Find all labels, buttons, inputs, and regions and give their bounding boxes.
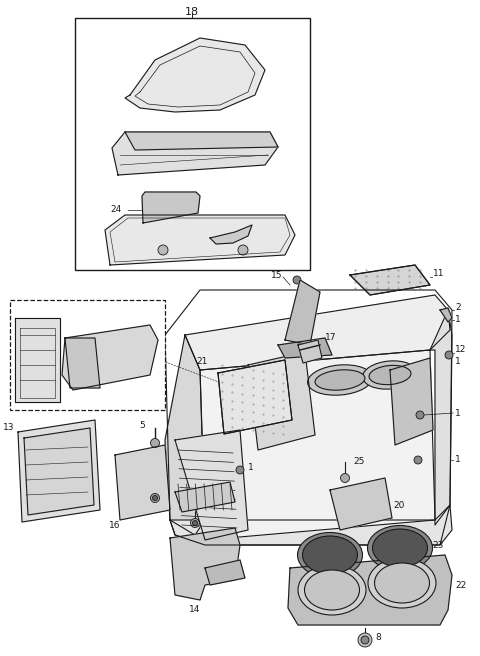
Text: 13: 13 — [14, 308, 25, 316]
Text: 11: 11 — [433, 268, 444, 277]
Polygon shape — [142, 192, 200, 223]
Text: 14: 14 — [189, 605, 201, 615]
Polygon shape — [125, 38, 265, 112]
Bar — [10, 300, 165, 410]
Ellipse shape — [369, 365, 411, 384]
Text: 1: 1 — [455, 358, 461, 367]
Text: 1: 1 — [455, 455, 461, 464]
Text: 24: 24 — [111, 205, 122, 215]
Circle shape — [358, 633, 372, 647]
Text: 1: 1 — [248, 464, 254, 472]
Polygon shape — [125, 132, 278, 150]
Text: 10: 10 — [95, 401, 107, 409]
Text: 1: 1 — [455, 409, 461, 417]
Polygon shape — [278, 338, 332, 358]
Polygon shape — [285, 280, 320, 345]
Polygon shape — [170, 528, 240, 600]
Circle shape — [361, 636, 369, 644]
Polygon shape — [390, 358, 433, 445]
Text: 15: 15 — [271, 270, 282, 279]
Text: 22: 22 — [455, 581, 466, 590]
Circle shape — [151, 438, 159, 447]
Ellipse shape — [302, 536, 358, 574]
Circle shape — [238, 245, 248, 255]
Polygon shape — [200, 350, 435, 540]
Circle shape — [416, 411, 424, 419]
Ellipse shape — [308, 365, 372, 395]
Polygon shape — [165, 335, 205, 535]
Ellipse shape — [362, 361, 418, 389]
Circle shape — [125, 316, 134, 325]
Polygon shape — [350, 265, 430, 295]
Polygon shape — [210, 225, 252, 244]
Polygon shape — [105, 215, 295, 265]
Text: 19: 19 — [258, 236, 269, 245]
Polygon shape — [440, 308, 452, 322]
Text: 1: 1 — [124, 230, 130, 239]
Circle shape — [293, 276, 301, 284]
Polygon shape — [288, 555, 452, 625]
Circle shape — [158, 245, 168, 255]
Ellipse shape — [298, 565, 366, 615]
Polygon shape — [18, 420, 100, 522]
Polygon shape — [298, 340, 322, 363]
Text: 7: 7 — [124, 241, 130, 251]
Polygon shape — [185, 295, 450, 370]
Text: 5: 5 — [139, 420, 145, 430]
Text: 3: 3 — [136, 485, 142, 493]
Text: 4: 4 — [258, 222, 264, 232]
Circle shape — [192, 520, 197, 525]
Circle shape — [151, 493, 159, 502]
Polygon shape — [170, 505, 452, 545]
Polygon shape — [175, 430, 248, 540]
Text: 6: 6 — [205, 516, 211, 525]
Ellipse shape — [368, 525, 432, 571]
Polygon shape — [24, 428, 94, 515]
Text: 2: 2 — [455, 304, 461, 312]
Bar — [75, 18, 310, 270]
Text: 23: 23 — [432, 541, 444, 550]
Circle shape — [414, 456, 422, 464]
Ellipse shape — [315, 370, 365, 390]
Text: 12: 12 — [455, 346, 467, 354]
Polygon shape — [330, 478, 392, 530]
Polygon shape — [62, 325, 158, 390]
Circle shape — [153, 495, 157, 501]
Polygon shape — [430, 310, 452, 525]
Circle shape — [236, 466, 244, 474]
Polygon shape — [115, 445, 170, 520]
Circle shape — [340, 474, 349, 483]
Text: (W/DRINK HOLDER): (W/DRINK HOLDER) — [14, 304, 89, 312]
Ellipse shape — [298, 533, 362, 577]
Polygon shape — [65, 338, 100, 388]
Circle shape — [191, 518, 200, 527]
Polygon shape — [205, 560, 245, 585]
Text: 8: 8 — [375, 634, 381, 642]
Text: 16: 16 — [109, 520, 121, 529]
Text: 1: 1 — [455, 316, 461, 325]
Text: 13: 13 — [2, 422, 14, 432]
Ellipse shape — [304, 570, 360, 610]
Text: 9: 9 — [238, 487, 244, 497]
Polygon shape — [175, 482, 235, 512]
Ellipse shape — [368, 558, 436, 608]
Polygon shape — [218, 360, 292, 434]
Text: 18: 18 — [185, 7, 199, 17]
Circle shape — [445, 351, 453, 359]
Polygon shape — [112, 132, 278, 175]
Ellipse shape — [374, 563, 430, 603]
Ellipse shape — [372, 529, 428, 567]
Text: 20: 20 — [393, 501, 404, 510]
Text: 21: 21 — [197, 358, 208, 367]
Text: 5: 5 — [137, 300, 143, 310]
Text: 17: 17 — [325, 333, 336, 342]
Polygon shape — [248, 352, 315, 450]
Text: 25: 25 — [353, 457, 364, 466]
Polygon shape — [15, 318, 60, 402]
